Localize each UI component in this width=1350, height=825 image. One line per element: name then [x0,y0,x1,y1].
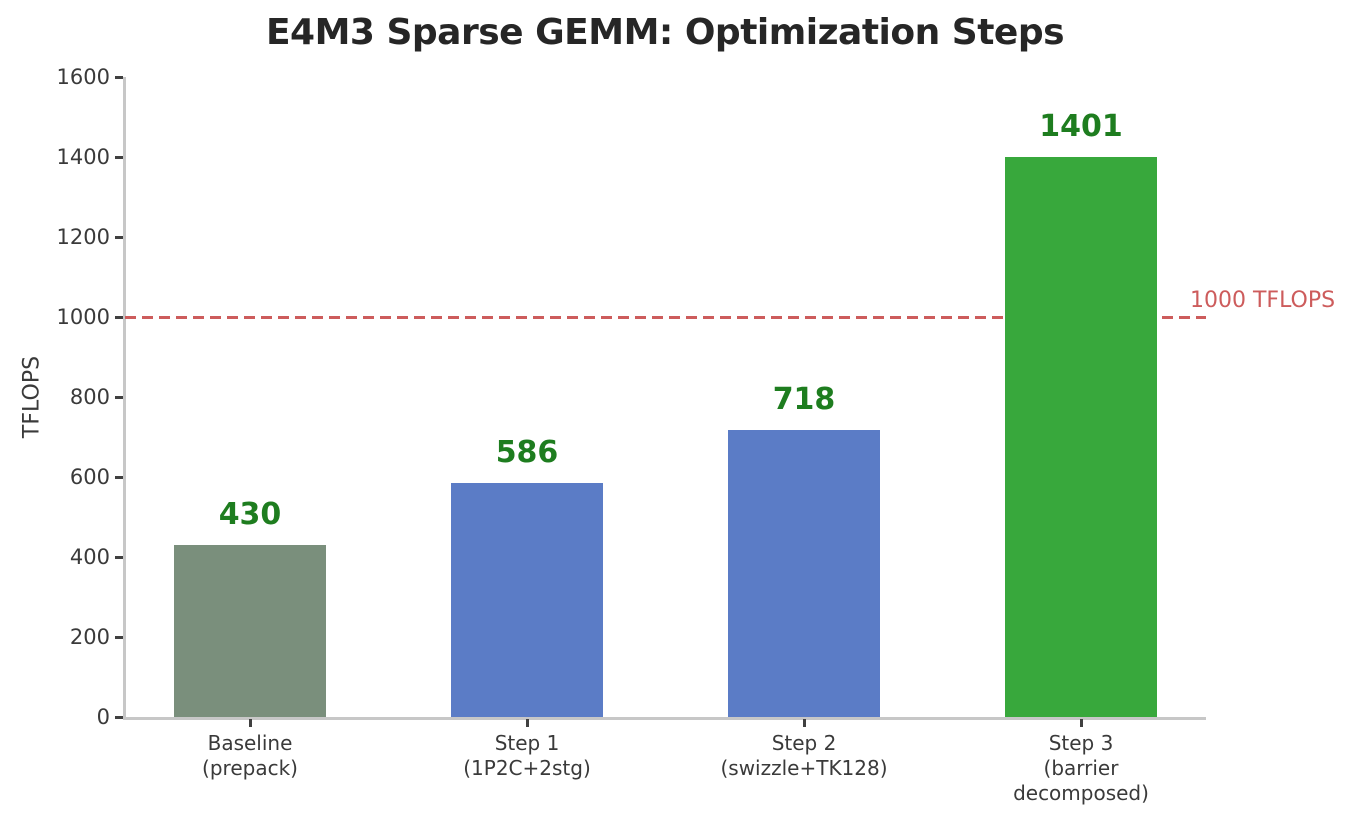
x-tick-mark [1079,719,1083,727]
x-axis-spine [123,717,1206,720]
bar-value-label: 718 [772,381,836,417]
y-tick-mark [115,715,123,719]
bar [728,429,880,717]
x-tick-mark [802,719,806,727]
bar-value-label: 586 [495,434,559,470]
y-tick-label: 1600 [56,65,110,89]
y-tick-mark [115,395,123,399]
y-tick-label: 200 [69,625,110,649]
bar [174,545,326,717]
y-axis-spine [123,77,126,720]
y-tick-label: 1400 [56,145,110,169]
y-tick-mark [115,235,123,239]
y-tick-label: 1200 [56,225,110,249]
y-tick-mark [115,155,123,159]
y-tick-mark [115,635,123,639]
x-tick-label: Baseline (prepack) [202,731,298,780]
x-tick-mark [248,719,252,727]
reference-line-label: 1000 TFLOPS [1190,288,1336,313]
y-tick-label: 0 [96,705,110,729]
y-tick-mark [115,555,123,559]
x-tick-label: Step 2 (swizzle+TK128) [720,731,888,780]
x-tick-label: Step 3 (barrier decomposed) [1013,731,1149,805]
y-tick-mark [115,315,123,319]
x-tick-label: Step 1 (1P2C+2stg) [463,731,591,780]
y-tick-label: 800 [69,385,110,409]
bar-value-label: 1401 [1039,108,1123,144]
x-tick-mark [525,719,529,727]
bar [1005,156,1157,717]
bar-value-label: 430 [218,497,282,532]
chart-title: E4M3 Sparse GEMM: Optimization Steps [265,12,1065,53]
reference-line [125,315,1206,319]
y-tick-label: 400 [69,545,110,569]
y-tick-label: 600 [69,465,110,489]
y-tick-label: 1000 [56,305,110,329]
y-tick-mark [115,475,123,479]
bar [451,482,603,717]
y-tick-mark [115,75,123,79]
